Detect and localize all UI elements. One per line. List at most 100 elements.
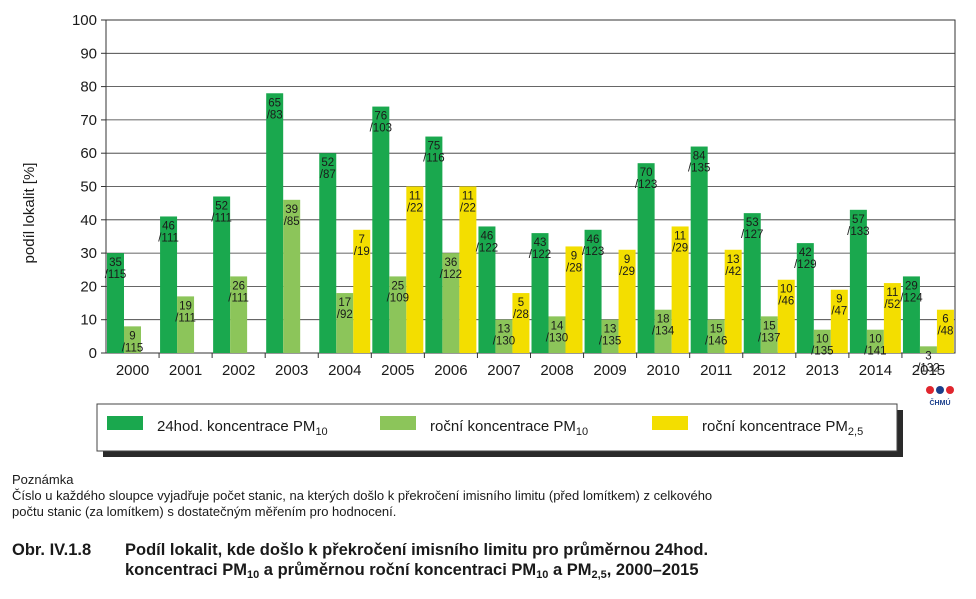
bar	[618, 249, 636, 353]
bar-data-label: 10/135	[811, 334, 833, 358]
bar	[637, 163, 655, 353]
bar-data-label: 14/130	[546, 320, 568, 344]
bars	[107, 93, 954, 353]
x-tick-label: 2003	[275, 362, 308, 379]
bar-data-label: 17/92	[337, 297, 353, 321]
bar-data-label: 3/132	[917, 350, 939, 374]
bar-data-label: 11/22	[460, 191, 476, 215]
x-tick-label: 2007	[487, 362, 520, 379]
caption-subscript: 2,5	[591, 569, 607, 581]
bar	[724, 249, 742, 353]
x-tick-label: 2013	[806, 362, 839, 379]
bar	[936, 309, 954, 353]
bar	[777, 279, 795, 353]
bar	[177, 296, 195, 353]
bar-data-label: 52/111	[211, 200, 232, 224]
bar-data-label: 46/123	[582, 234, 604, 258]
bar	[213, 196, 231, 353]
y-axis: 0 10 20 30 40 50 60 70 80 90 100	[72, 12, 106, 362]
bar	[512, 293, 530, 353]
x-tick-label: 2010	[646, 362, 679, 379]
bar-data-label: 9/47	[831, 294, 847, 318]
bar	[883, 283, 901, 353]
bar	[654, 309, 672, 353]
y-tick-label: 90	[80, 45, 97, 62]
caption-prefix: Obr. IV.1.8	[12, 541, 92, 559]
bar	[796, 243, 814, 353]
x-tick-label: 2015	[912, 362, 945, 379]
bar-data-label: 19/111	[175, 300, 196, 324]
x-tick-label: 2000	[116, 362, 149, 379]
bar	[107, 253, 124, 353]
legend-swatch	[380, 416, 416, 430]
bar-data-label: 18/134	[652, 314, 675, 338]
bar	[495, 319, 513, 353]
bar	[478, 226, 496, 353]
bar-data-label: 43/122	[529, 237, 551, 261]
bar	[336, 293, 354, 353]
bar-data-label: 6/48	[937, 314, 953, 338]
bar-data-label: 36/122	[440, 257, 462, 281]
bar-data-label: 35/115	[105, 257, 127, 281]
caption-subscript: 10	[246, 569, 260, 581]
bar-data-label: 15/146	[705, 324, 727, 348]
bar	[743, 213, 761, 353]
bar	[902, 276, 920, 353]
bar	[813, 329, 831, 353]
x-tick-label: 2005	[381, 362, 414, 379]
bar-data-label: 9/115	[122, 330, 144, 354]
bar-chart: 0 10 20 30 40 50 60 70 80 90 100 podíl lokalit [%]…	[21, 12, 956, 457]
note-title: Poznámka	[12, 472, 74, 487]
bar	[565, 246, 583, 353]
x-tick-label: 2002	[222, 362, 255, 379]
y-tick-label: 20	[80, 278, 97, 295]
bar-data-label: 39/85	[284, 204, 300, 228]
bar-data-label: 11/29	[672, 230, 688, 254]
bar-data-label: 11/52	[884, 287, 900, 311]
bar	[830, 289, 848, 353]
logo-dot	[926, 386, 934, 394]
y-axis-label: podíl lokalit [%]	[21, 163, 38, 264]
figure-caption: Obr. IV.1.8 Podíl lokalit, kde došlo k př…	[12, 540, 709, 581]
bar-data-label: 25/109	[387, 280, 409, 304]
x-tick-label: 2011	[700, 362, 732, 379]
caption-line2: koncentraci PM10 a průměrnou roční konce…	[12, 560, 708, 581]
caption-text: a PM	[548, 561, 592, 579]
note: Poznámka Číslo u každého sloupce vyjadřu…	[12, 472, 942, 520]
bar	[866, 329, 884, 353]
bar	[266, 93, 284, 353]
bar-data-label: 9/29	[619, 254, 635, 278]
y-tick-label: 0	[89, 345, 97, 362]
bar-data-label: 10/46	[778, 284, 794, 308]
bar-data-label: 57/133	[847, 214, 869, 238]
bar-data-label: 13/135	[599, 324, 621, 348]
bar-data-label: 7/19	[354, 234, 370, 258]
caption-subscript: 10	[536, 569, 549, 581]
bar-labels: 35/115 9/115 46/111 19/111 52/111 26/111 65/83…	[105, 97, 954, 374]
logo-dot	[936, 386, 944, 394]
bar-data-label: 46/111	[158, 220, 179, 244]
bar	[372, 106, 390, 353]
bar	[442, 253, 460, 353]
chmu-logo: ČHMÚ	[924, 384, 956, 412]
x-tick-label: 2001	[169, 362, 202, 379]
x-tick-label: 2014	[859, 362, 892, 379]
caption-text: a průměrnou roční koncentraci PM	[259, 561, 537, 579]
caption-line1: Podíl lokalit, kde došlo k překročení im…	[125, 541, 709, 559]
y-tick-label: 80	[80, 79, 97, 96]
legend-label: roční koncentrace PM10	[430, 418, 588, 438]
x-tick-label: 2009	[593, 362, 626, 379]
bar-data-label: 70/123	[635, 167, 657, 191]
y-tick-label: 70	[80, 112, 97, 129]
bar	[389, 276, 407, 353]
logo-dots	[924, 384, 956, 398]
bar	[548, 316, 566, 353]
y-tick-label: 100	[72, 12, 97, 29]
bar-data-label: 13/130	[493, 324, 515, 348]
x-axis: 2000 2001 2002 2003 2004 2005 2006 2007 2008 2009…	[116, 353, 945, 379]
bar-data-label: 75/116	[423, 141, 445, 165]
legend-swatch	[107, 416, 143, 430]
logo-dot	[946, 386, 954, 394]
y-tick-label: 10	[80, 312, 97, 329]
bar	[601, 319, 619, 353]
